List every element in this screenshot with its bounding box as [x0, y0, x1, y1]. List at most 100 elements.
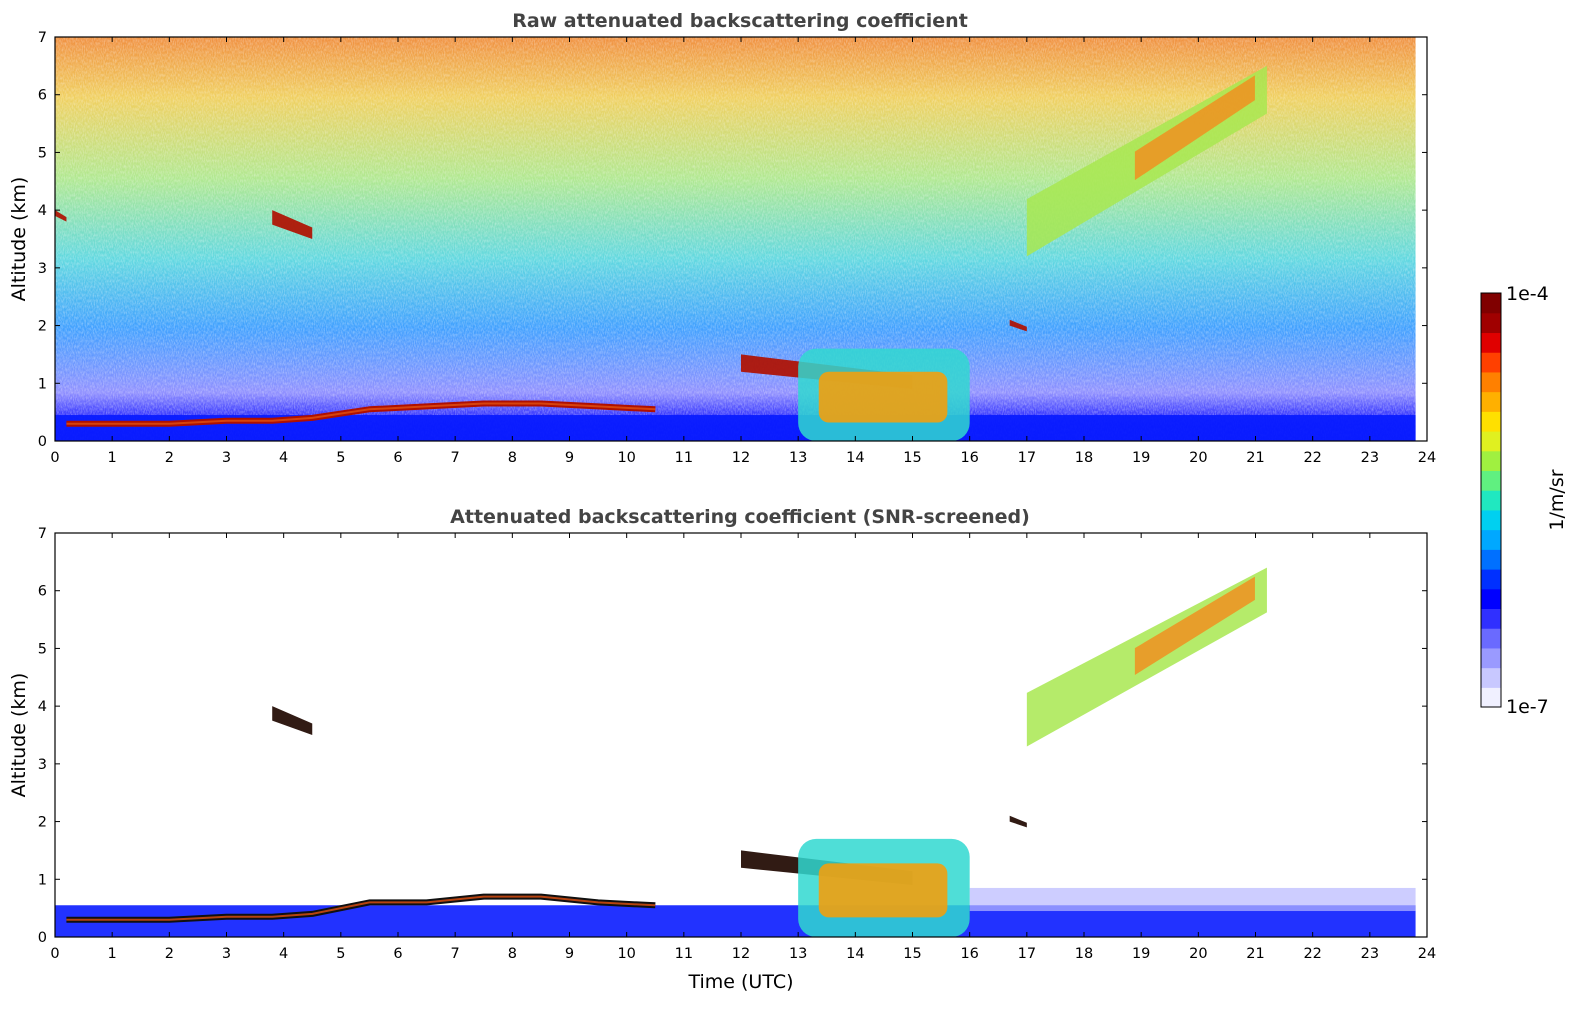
- x-axis-label: Time (UTC): [687, 971, 793, 993]
- cloud-layer: [272, 706, 313, 735]
- x-tick-label: 11: [675, 450, 693, 466]
- x-tick-label: 1: [108, 946, 117, 962]
- x-tick-label: 0: [50, 946, 59, 962]
- y-tick-label: 4: [38, 203, 47, 219]
- x-tick-label: 23: [1361, 946, 1379, 962]
- x-tick-label: 22: [1303, 946, 1321, 962]
- x-tick-label: 4: [279, 946, 288, 962]
- x-tick-label: 19: [1132, 946, 1150, 962]
- boundary-layer-top-highlight: [66, 895, 656, 921]
- x-tick-label: 21: [1246, 946, 1264, 962]
- colorbar-step: [1481, 470, 1501, 491]
- y-tick-label: 6: [38, 88, 47, 104]
- x-tick-label: 6: [393, 450, 402, 466]
- x-tick-label: 24: [1418, 946, 1436, 962]
- y-tick-label: 0: [38, 930, 47, 946]
- x-tick-label: 24: [1418, 450, 1436, 466]
- x-tick-label: 1: [108, 450, 117, 466]
- colorbar-step: [1481, 509, 1501, 531]
- x-tick-label: 23: [1361, 450, 1379, 466]
- x-tick-label: 16: [960, 946, 978, 962]
- x-tick-label: 3: [222, 450, 231, 466]
- x-tick-label: 10: [617, 450, 635, 466]
- colorbar-step: [1481, 647, 1501, 669]
- x-tick-label: 8: [508, 450, 517, 466]
- colorbar-steps: [1481, 293, 1501, 708]
- colorbar-step: [1481, 588, 1501, 610]
- cloud-layer: [1009, 815, 1027, 828]
- y-axis-label-raw: Altitude (km): [8, 177, 30, 302]
- colorbar-step: [1481, 371, 1501, 393]
- x-tick-label: 13: [789, 946, 807, 962]
- x-tick-label: 15: [903, 450, 921, 466]
- x-tick-label: 9: [565, 946, 574, 962]
- x-tick-label: 22: [1303, 450, 1321, 466]
- x-tick-label: 2: [165, 450, 174, 466]
- colorbar-step: [1481, 687, 1501, 708]
- boundary-layer-top-highlight: [66, 402, 656, 425]
- panel-raw: Raw attenuated backscattering coefficien…: [8, 10, 1436, 466]
- y-tick-label: 0: [38, 434, 47, 450]
- colorbar-step: [1481, 293, 1501, 314]
- colorbar-step: [1481, 529, 1501, 550]
- colorbar-step: [1481, 411, 1501, 432]
- colorbar-step: [1481, 431, 1501, 452]
- x-tick-label: 6: [393, 946, 402, 962]
- colorbar-step: [1481, 628, 1501, 649]
- colorbar-step: [1481, 312, 1501, 334]
- y-tick-label: 5: [38, 145, 47, 161]
- x-tick-label: 20: [1189, 946, 1207, 962]
- cloud-layer: [55, 210, 67, 222]
- x-tick-label: 8: [508, 946, 517, 962]
- x-ticks-raw: 0 1 2 3 4 5 6 7 8 9 10 11 12 13 14 15 16 17 18 19 20 21 22 23 24: [50, 37, 1436, 466]
- y-tick-label: 1: [38, 376, 47, 392]
- aerosol-layer-core: [1134, 576, 1255, 675]
- colorbar-step: [1481, 608, 1501, 629]
- y-tick-label: 3: [38, 261, 47, 277]
- noise-texture: [55, 37, 1416, 441]
- x-tick-label: 7: [451, 450, 460, 466]
- aerosol-layer-core: [818, 371, 948, 423]
- x-tick-label: 18: [1075, 450, 1093, 466]
- y-tick-label: 1: [38, 872, 47, 888]
- colorbar-step: [1481, 549, 1501, 570]
- colorbar-step: [1481, 450, 1501, 472]
- x-tick-label: 13: [789, 450, 807, 466]
- y-tick-label: 7: [38, 30, 47, 46]
- aerosol-layer-core: [818, 863, 948, 918]
- colorbar-frame: [1480, 292, 1502, 708]
- y-tick-label: 3: [38, 757, 47, 773]
- x-tick-label: 11: [675, 946, 693, 962]
- x-tick-label: 2: [165, 946, 174, 962]
- x-tick-label: 16: [960, 450, 978, 466]
- y-tick-label: 2: [38, 319, 47, 335]
- x-tick-label: 10: [617, 946, 635, 962]
- y-ticks-raw: 0 1 2 3 4 5 6 7: [38, 30, 1427, 450]
- x-tick-label: 14: [846, 946, 864, 962]
- x-tick-label: 5: [336, 450, 345, 466]
- y-axis-label-screened: Altitude (km): [8, 673, 30, 798]
- chart-title-screened: Attenuated backscattering coefficient (S…: [450, 506, 1030, 528]
- x-tick-label: 12: [732, 946, 750, 962]
- y-tick-label: 2: [38, 815, 47, 831]
- residual-layer: [969, 887, 1416, 912]
- x-tick-label: 0: [50, 450, 59, 466]
- colorbar-step: [1481, 490, 1501, 511]
- x-tick-label: 5: [336, 946, 345, 962]
- x-tick-label: 20: [1189, 450, 1207, 466]
- colorbar-min-label: 1e-7: [1506, 696, 1549, 718]
- x-tick-label: 7: [451, 946, 460, 962]
- x-tick-label: 3: [222, 946, 231, 962]
- x-ticks-screened: 0 1 2 3 4 5 6 7 8 9 10 11 12 13 14 15 16 17 18 19 20 21 22 23 24: [50, 533, 1436, 962]
- colorbar: 1e-4 1e-7 1/m/sr: [1480, 283, 1568, 718]
- aerosol-layer-core: [1134, 75, 1255, 181]
- x-tick-label: 9: [565, 450, 574, 466]
- y-ticks-screened: 0 1 2 3 4 5 6 7: [38, 526, 1427, 946]
- y-tick-label: 7: [38, 526, 47, 542]
- screened-background: [55, 533, 1427, 937]
- cloud-layer: [272, 210, 313, 239]
- x-tick-label: 17: [1018, 450, 1036, 466]
- y-tick-label: 4: [38, 699, 47, 715]
- colorbar-step: [1481, 569, 1501, 590]
